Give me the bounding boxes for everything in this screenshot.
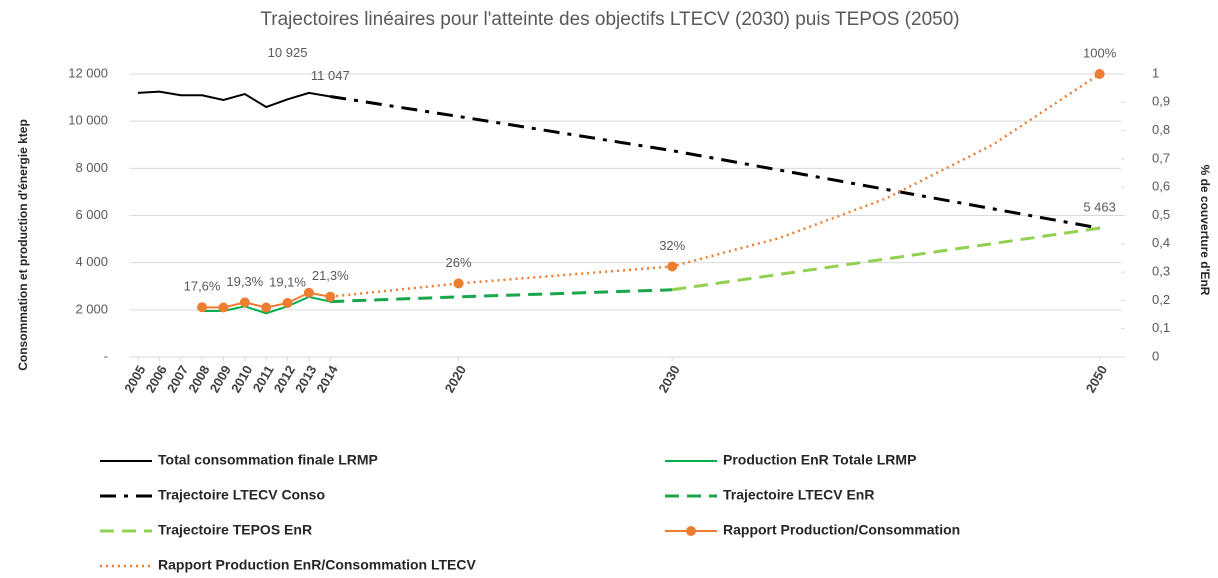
x-tick-label: 2006	[142, 363, 169, 396]
marker	[453, 278, 464, 289]
y2-tick-label: 0,2	[1152, 292, 1170, 307]
legend-label: Trajectoire LTECV EnR	[723, 487, 874, 503]
series-line	[137, 90, 331, 109]
x-tick-label: 2009	[207, 363, 234, 396]
x-tick-label: 2020	[442, 363, 469, 396]
legend-label: Total consommation finale LRMP	[158, 452, 378, 468]
data-label: 32%	[659, 238, 685, 253]
x-tick-label: 2012	[271, 363, 298, 396]
y2-tick-label: 0,1	[1152, 320, 1170, 335]
legend-label: Rapport Production/Consommation	[723, 522, 960, 538]
marker	[218, 302, 229, 313]
chart-title: Trajectoires linéaires pour l'atteinte d…	[260, 9, 959, 30]
series-line	[330, 288, 673, 304]
data-label: 5 463	[1083, 200, 1116, 215]
x-tick-label: 2014	[313, 362, 341, 395]
y-tick-label: 12 000	[68, 65, 108, 80]
y2-tick-label: 1	[1152, 65, 1159, 80]
data-label: 19,1%	[269, 274, 306, 289]
y2-tick-label: 0,7	[1152, 150, 1170, 165]
y2-axis-label: % de couverture d'EnR	[1198, 165, 1212, 296]
y2-tick-label: 0,6	[1152, 179, 1170, 194]
data-label: 21,3%	[312, 268, 349, 283]
data-label: 100%	[1083, 45, 1117, 60]
y2-tick-label: 0,4	[1152, 235, 1170, 250]
data-label: 19,3%	[226, 274, 263, 289]
data-label: 10 925	[268, 45, 308, 60]
x-tick-label: 2013	[292, 363, 319, 396]
x-tick-label: 2050	[1083, 363, 1110, 396]
marker	[239, 297, 250, 308]
marker	[197, 302, 208, 313]
legend-label: Production EnR Totale LRMP	[723, 452, 916, 468]
legend-label: Rapport Production EnR/Consommation LTEC…	[158, 557, 477, 573]
y2-tick-label: 0,3	[1152, 264, 1170, 279]
series-line	[672, 226, 1100, 292]
x-tick-label: 2005	[121, 363, 148, 396]
y-tick-label: 4 000	[75, 254, 108, 269]
y-tick-label: 10 000	[68, 113, 108, 128]
marker	[1094, 69, 1105, 79]
y2-tick-label: 0	[1152, 348, 1159, 363]
y-tick-label: 8 000	[75, 160, 108, 175]
x-tick-label: 2010	[228, 363, 255, 396]
y-axis-label: Consommation et production d'énergie kte…	[16, 119, 30, 371]
y2-tick-label: 0,8	[1152, 122, 1170, 137]
series-line	[330, 94, 1100, 230]
x-tick-label: 2007	[164, 363, 191, 396]
legend-marker	[686, 526, 696, 536]
y-tick-label: -	[104, 348, 108, 363]
marker	[303, 287, 314, 298]
x-tick-label: 2008	[185, 363, 212, 396]
y2-tick-label: 0,5	[1152, 207, 1170, 222]
legend-label: Trajectoire LTECV Conso	[158, 487, 325, 503]
marker	[261, 302, 272, 313]
data-label: 17,6%	[184, 279, 221, 294]
legend-label: Trajectoire TEPOS EnR	[158, 522, 312, 538]
data-label: 26%	[445, 255, 471, 270]
y-tick-label: 2 000	[75, 301, 108, 316]
y-tick-label: 6 000	[75, 207, 108, 222]
data-label: 11 047	[311, 68, 350, 83]
marker	[282, 297, 293, 308]
y2-tick-label: 0,9	[1152, 94, 1170, 109]
x-tick-label: 2030	[655, 363, 682, 396]
